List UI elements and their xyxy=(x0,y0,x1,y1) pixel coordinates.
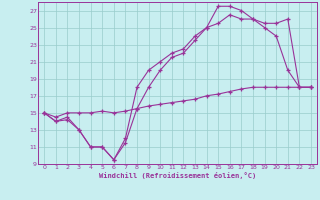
X-axis label: Windchill (Refroidissement éolien,°C): Windchill (Refroidissement éolien,°C) xyxy=(99,172,256,179)
